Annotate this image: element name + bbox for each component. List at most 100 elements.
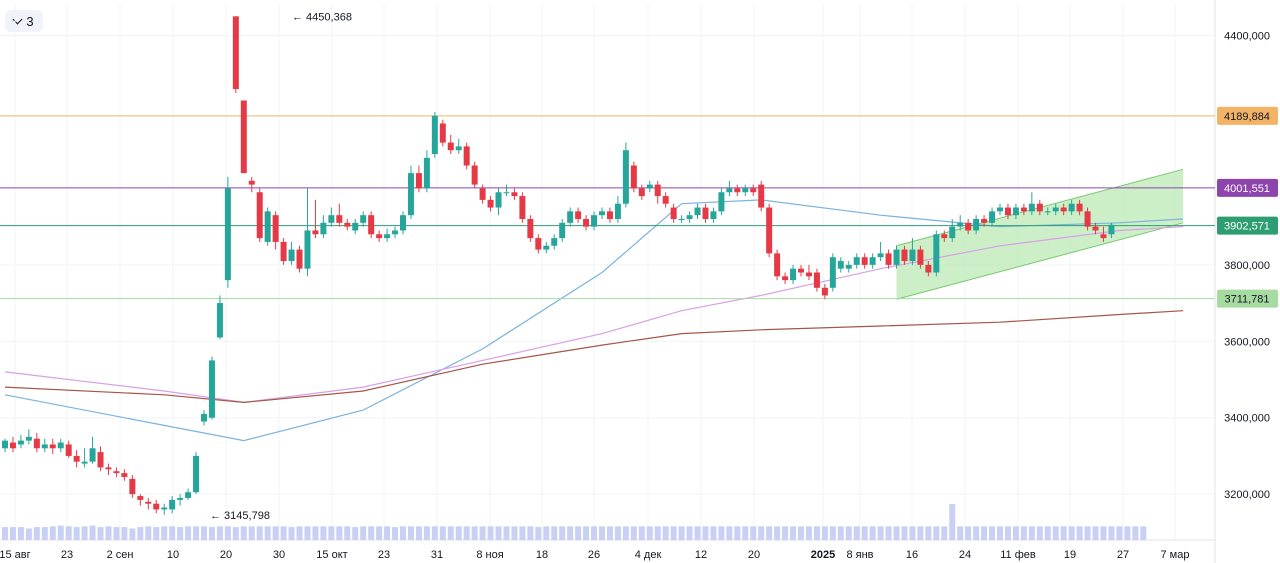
candle — [1028, 192, 1035, 216]
candle-body — [606, 211, 613, 219]
volume-bar — [559, 526, 566, 540]
candle-body — [901, 249, 908, 262]
volume-bar — [169, 526, 176, 540]
candle-body — [392, 230, 399, 235]
volume-bar — [742, 526, 749, 540]
candle-body — [455, 146, 462, 151]
volume-bar — [925, 526, 932, 540]
volume-bar — [989, 526, 996, 540]
x-tick-label: 23 — [378, 549, 390, 561]
candle-body — [193, 455, 200, 493]
candle — [519, 192, 526, 223]
candle — [2, 438, 8, 453]
candle — [376, 230, 383, 242]
candle — [1084, 207, 1091, 231]
candle — [511, 188, 518, 200]
candle — [423, 150, 430, 193]
candle — [439, 119, 446, 147]
candle — [726, 180, 733, 197]
candle-body — [248, 180, 255, 185]
volume-bar — [352, 527, 359, 540]
candle-body — [137, 496, 144, 500]
candle — [1020, 203, 1027, 216]
volume-bar — [177, 527, 184, 540]
candle — [614, 196, 621, 223]
candle — [790, 264, 797, 284]
candle-body — [893, 249, 900, 265]
candle-body — [240, 100, 247, 174]
candle-body — [81, 461, 88, 464]
candle-body — [400, 215, 406, 231]
candle-body — [686, 215, 693, 219]
y-tick-label: 3200,000 — [1224, 489, 1270, 501]
candle-body — [575, 211, 582, 219]
candle — [734, 184, 741, 197]
candle-body — [742, 188, 749, 193]
candle-body — [423, 157, 430, 189]
volume-bar — [487, 526, 494, 540]
volume-bar — [1116, 526, 1123, 540]
candle — [368, 211, 375, 239]
candle-body — [766, 207, 773, 254]
candle-body — [495, 192, 502, 208]
candle-body — [503, 192, 510, 194]
y-tick-label: 3600,000 — [1224, 336, 1270, 348]
candle-body — [57, 442, 64, 449]
volume-bar — [686, 526, 693, 540]
candle-body — [599, 211, 605, 216]
candle-body — [407, 173, 414, 216]
candle-body — [535, 238, 542, 250]
volume-bar — [933, 526, 940, 540]
volume-bar — [495, 526, 502, 540]
candle-body — [1068, 203, 1075, 212]
volume-bar — [1020, 526, 1027, 540]
volume-bar — [1108, 526, 1115, 540]
candle — [997, 203, 1003, 216]
candle — [813, 268, 820, 292]
candle-body — [567, 211, 574, 223]
candle-body — [782, 276, 789, 281]
volume-bar — [153, 527, 160, 540]
candle-body — [622, 150, 629, 204]
candle-body — [25, 436, 32, 441]
volume-bar — [216, 526, 223, 540]
candle — [1092, 222, 1099, 235]
candle — [479, 184, 486, 204]
volume-bar — [535, 527, 542, 540]
candle-body — [471, 165, 478, 185]
volume-bar — [1100, 526, 1107, 540]
candle-body — [487, 199, 494, 208]
volume-bar — [89, 525, 96, 540]
volume-bar — [376, 526, 383, 540]
candle-body — [1076, 203, 1083, 212]
candle-body — [885, 253, 892, 265]
candle-body — [344, 222, 351, 227]
candle — [407, 165, 414, 219]
candle — [750, 184, 757, 197]
volume-bar — [344, 526, 351, 540]
volume-bar — [829, 526, 836, 540]
candle — [654, 180, 661, 204]
candle-body — [352, 222, 359, 231]
candle — [543, 241, 550, 254]
volume-bar — [853, 526, 860, 540]
volume-bar — [885, 526, 892, 540]
candle — [551, 234, 558, 250]
candle — [312, 199, 319, 239]
candle-body — [917, 249, 924, 265]
candle — [901, 245, 908, 265]
candle — [431, 112, 438, 158]
candle — [296, 245, 303, 273]
candle — [877, 241, 884, 262]
volume-bar — [479, 526, 486, 540]
volume-bar — [941, 526, 948, 540]
candle — [1044, 207, 1051, 216]
candle — [718, 188, 725, 216]
volume-bar — [654, 526, 661, 540]
volume-bar — [599, 526, 605, 540]
volume-bar — [511, 526, 518, 540]
volume-bar — [17, 527, 24, 540]
volume-bar — [702, 526, 709, 540]
